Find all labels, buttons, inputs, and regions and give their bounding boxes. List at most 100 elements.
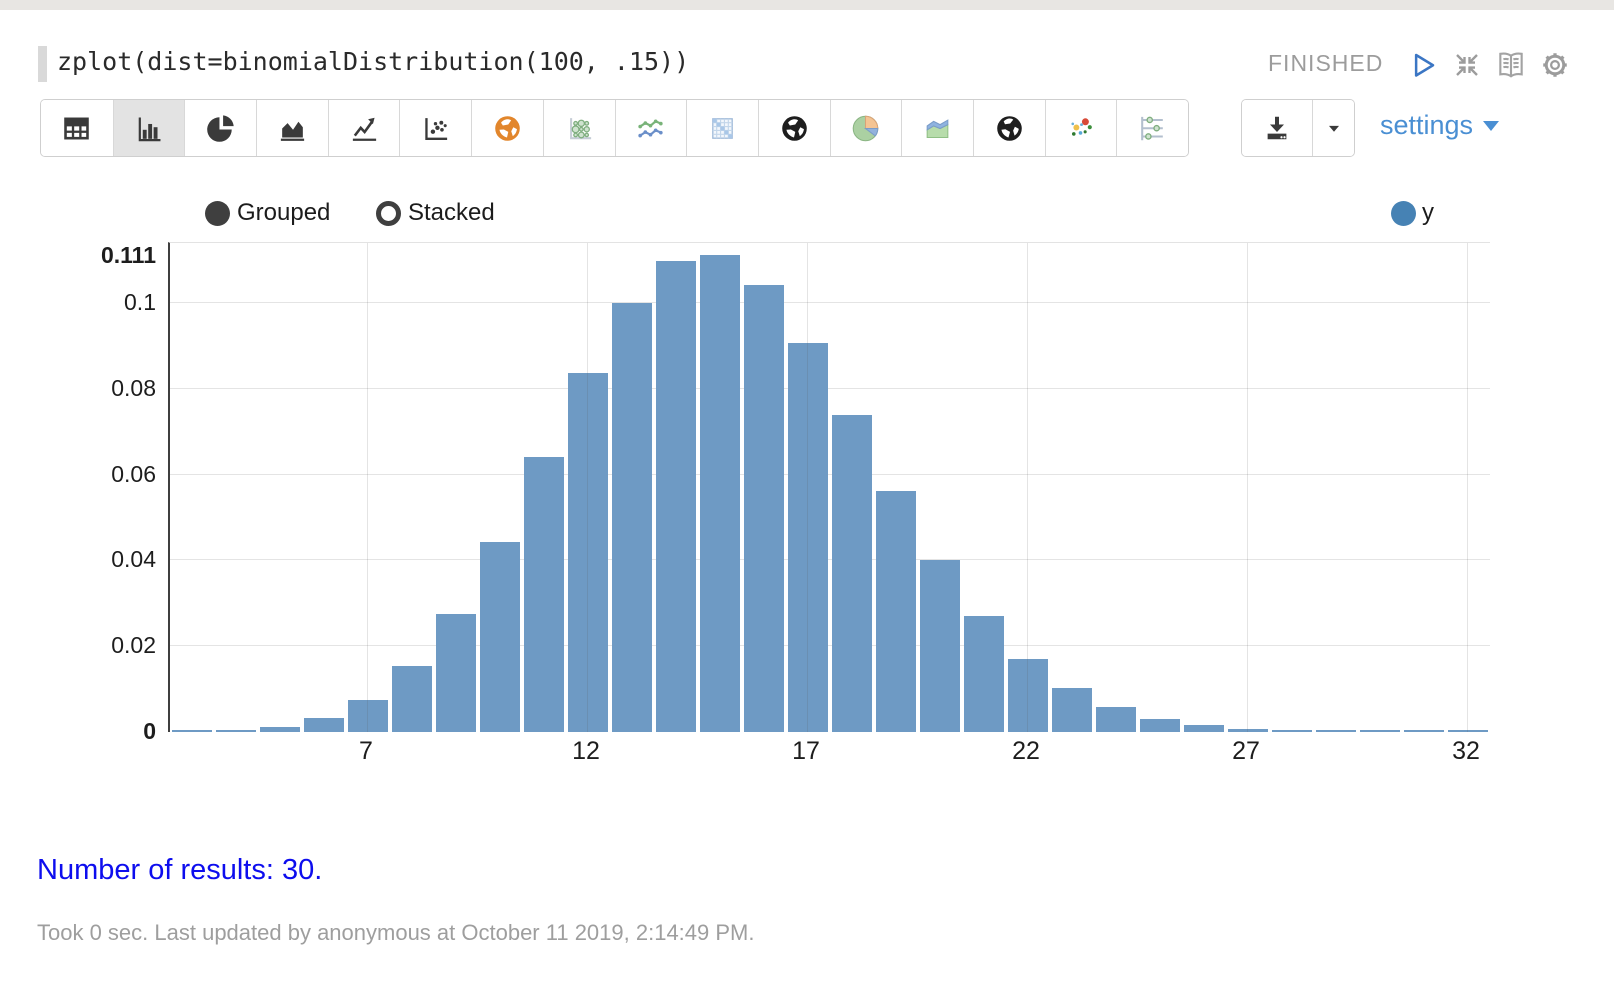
download-button[interactable] [1242,100,1312,156]
bar-slot-x12 [566,243,610,732]
bar-x5[interactable] [260,727,300,732]
bar-slot-x30 [1358,243,1402,732]
bar-x3[interactable] [172,730,212,732]
chart-type-scatter-chart-button[interactable] [399,100,472,156]
bar-x7[interactable] [348,700,388,732]
chart-type-bubble-chart-button[interactable] [542,100,615,156]
bar-x20[interactable] [920,560,960,732]
bar-x28[interactable] [1272,730,1312,732]
legend-series-label: y [1422,199,1434,226]
bar-x11[interactable] [524,457,564,732]
y-tick-label-0.1: 0.1 [124,289,156,315]
bar-x6[interactable] [304,718,344,732]
bar-x21[interactable] [964,616,1004,732]
settings-toggle[interactable]: settings [1380,110,1500,141]
run-paragraph-button[interactable] [1406,48,1440,82]
bar-slot-x14 [654,243,698,732]
bar-slot-x22 [1006,243,1050,732]
y-tick-label-0.111: 0.111 [100,242,156,268]
parallel-sliders-icon [1136,112,1169,145]
link-to-report-button[interactable] [1494,48,1528,82]
paragraph-settings-button[interactable] [1538,48,1572,82]
bar-x23[interactable] [1052,688,1092,732]
bar-slot-x23 [1050,243,1094,732]
chart-type-stacked-area-colored-button[interactable] [901,100,973,156]
bar-x12[interactable] [568,373,608,732]
bar-slot-x8 [390,243,434,732]
y-tick-label-0.06: 0.06 [111,461,156,487]
chart-type-table-button[interactable] [41,100,113,156]
bar-x32[interactable] [1448,730,1488,732]
bar-x25[interactable] [1140,719,1180,732]
radio-grouped[interactable]: Grouped [205,199,330,227]
area-chart-icon [277,113,308,144]
x-tick-label-22: 22 [1012,737,1040,765]
chart-type-pie-chart-colored-button[interactable] [829,100,902,156]
bar-x13[interactable] [612,303,652,732]
bar-slot-x29 [1314,243,1358,732]
bar-x22[interactable] [1008,659,1048,732]
horizontal-gridline [170,559,1490,561]
chart-type-multi-line-chart-button[interactable] [614,100,687,156]
pie-chart-colored-icon [850,113,881,144]
bar-x18[interactable] [832,415,872,732]
stacked-area-colored-icon [922,113,953,144]
bar-x10[interactable] [480,542,520,732]
bar-x9[interactable] [436,614,476,732]
chart-type-matrix-chart-button[interactable] [686,100,758,156]
chart-type-parallel-sliders-button[interactable] [1116,100,1188,156]
collapse-paragraph-button[interactable] [1450,48,1484,82]
chart-type-map-globe-orange-button[interactable] [471,100,543,156]
bar-slot-x24 [1094,243,1138,732]
download-options-button[interactable] [1312,100,1354,156]
matrix-chart-icon [707,113,738,144]
bar-x30[interactable] [1360,730,1400,732]
radio-selected-icon [205,200,230,226]
bar-x4[interactable] [216,730,256,732]
bar-x8[interactable] [392,666,432,732]
multi-line-chart-icon [635,113,666,144]
bar-chart-plot-area [168,242,1490,732]
chart-type-bar-chart-button[interactable] [112,100,185,156]
chart-type-area-chart-button[interactable] [256,100,328,156]
chart-type-globe-map-button[interactable] [757,100,830,156]
x-tick-label-12: 12 [572,737,600,765]
bar-x27[interactable] [1228,729,1268,732]
bar-x24[interactable] [1096,707,1136,732]
bar-x17[interactable] [788,343,828,732]
top-strip [0,0,1614,10]
bar-x19[interactable] [876,491,916,732]
chart-type-scatter-colored-button[interactable] [1044,100,1117,156]
bar-x26[interactable] [1184,725,1224,732]
radio-stacked-label: Stacked [408,199,495,226]
bar-x16[interactable] [744,285,784,732]
legend-dot-icon [1391,200,1416,226]
radio-stacked[interactable]: Stacked [376,199,495,227]
gear-icon [1540,50,1570,80]
bar-slot-x27 [1226,243,1270,732]
y-tick-label-0.02: 0.02 [111,632,156,658]
bar-slot-x9 [434,243,478,732]
horizontal-gridline [170,302,1490,304]
download-split-button [1241,99,1355,157]
x-tick-label-27: 27 [1232,737,1260,765]
legend-series-y[interactable]: y [1391,199,1434,227]
chart-type-pie-chart-button[interactable] [184,100,257,156]
line-chart-icon [349,113,380,144]
bar-x31[interactable] [1404,730,1444,732]
bar-x15[interactable] [700,255,740,732]
bar-slot-x4 [214,243,258,732]
chart-type-line-chart-button[interactable] [327,100,400,156]
code-editor-line[interactable]: zplot(dist=binomialDistribution(100, .15… [57,47,690,76]
bars-container [170,243,1490,732]
bar-x14[interactable] [656,261,696,732]
bar-x29[interactable] [1316,730,1356,732]
chart-type-globe-map-2-button[interactable] [972,100,1045,156]
bar-slot-x25 [1138,243,1182,732]
chart-type-toolbar [40,99,1189,157]
download-icon [1262,113,1292,143]
bar-slot-x15 [698,243,742,732]
map-globe-orange-icon [492,113,523,144]
globe-map-icon [779,113,810,144]
bar-slot-x11 [522,243,566,732]
